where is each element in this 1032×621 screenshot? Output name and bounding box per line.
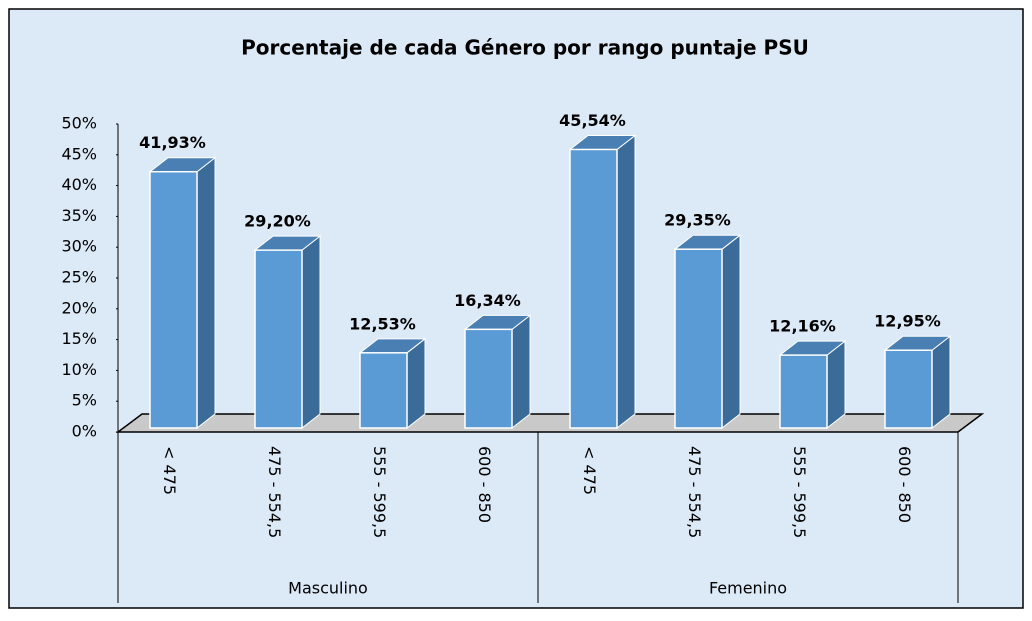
data-label: 16,34% bbox=[454, 291, 521, 310]
bar-side bbox=[826, 340, 846, 430]
bar-side bbox=[511, 314, 531, 430]
group-label: Masculino bbox=[288, 579, 368, 598]
y-tick-label: 15% bbox=[61, 329, 97, 348]
y-tick-label: 20% bbox=[61, 298, 97, 317]
bar-side bbox=[721, 234, 741, 430]
data-label: 12,16% bbox=[769, 317, 836, 336]
y-tick-label: 30% bbox=[61, 237, 97, 256]
bar-side bbox=[406, 337, 426, 430]
data-label: 29,20% bbox=[244, 212, 311, 231]
chart-title: Porcentaje de cada Género por rango punt… bbox=[241, 36, 809, 60]
y-tick-label: 40% bbox=[61, 175, 97, 194]
floor bbox=[115, 413, 985, 433]
bar-side bbox=[616, 134, 636, 430]
bar bbox=[149, 170, 198, 429]
bar-side bbox=[931, 335, 951, 430]
y-tick-label: 25% bbox=[61, 268, 97, 287]
x-tick-label: 600 - 850 bbox=[895, 446, 914, 523]
y-tick-label: 35% bbox=[61, 206, 97, 225]
data-label: 12,53% bbox=[349, 314, 416, 333]
bar bbox=[779, 354, 828, 429]
y-tick-label: 0% bbox=[72, 422, 97, 441]
data-label: 29,35% bbox=[664, 211, 731, 230]
bar bbox=[674, 248, 723, 429]
data-label: 41,93% bbox=[139, 133, 206, 152]
bar bbox=[464, 328, 513, 429]
data-label: 12,95% bbox=[874, 312, 941, 331]
x-tick-label: 555 - 599,5 bbox=[370, 446, 389, 538]
x-tick-label: 475 - 554,5 bbox=[265, 446, 284, 538]
x-tick-label: 555 - 599,5 bbox=[790, 446, 809, 538]
bar-side bbox=[196, 156, 216, 430]
x-tick-label: < 475 bbox=[160, 446, 179, 495]
y-tick-label: 50% bbox=[61, 114, 97, 133]
bar bbox=[884, 349, 933, 429]
y-tick-label: 45% bbox=[61, 144, 97, 163]
x-tick-label: 600 - 850 bbox=[475, 446, 494, 523]
data-label: 45,54% bbox=[559, 111, 626, 130]
group-label: Femenino bbox=[709, 579, 787, 598]
bar bbox=[359, 352, 408, 429]
y-tick-label: 5% bbox=[72, 391, 97, 410]
bar-side bbox=[301, 235, 321, 430]
bar bbox=[254, 249, 303, 429]
x-tick-label: 475 - 554,5 bbox=[685, 446, 704, 538]
y-tick-label: 10% bbox=[61, 360, 97, 379]
x-tick-label: < 475 bbox=[580, 446, 599, 495]
bar bbox=[569, 148, 618, 429]
